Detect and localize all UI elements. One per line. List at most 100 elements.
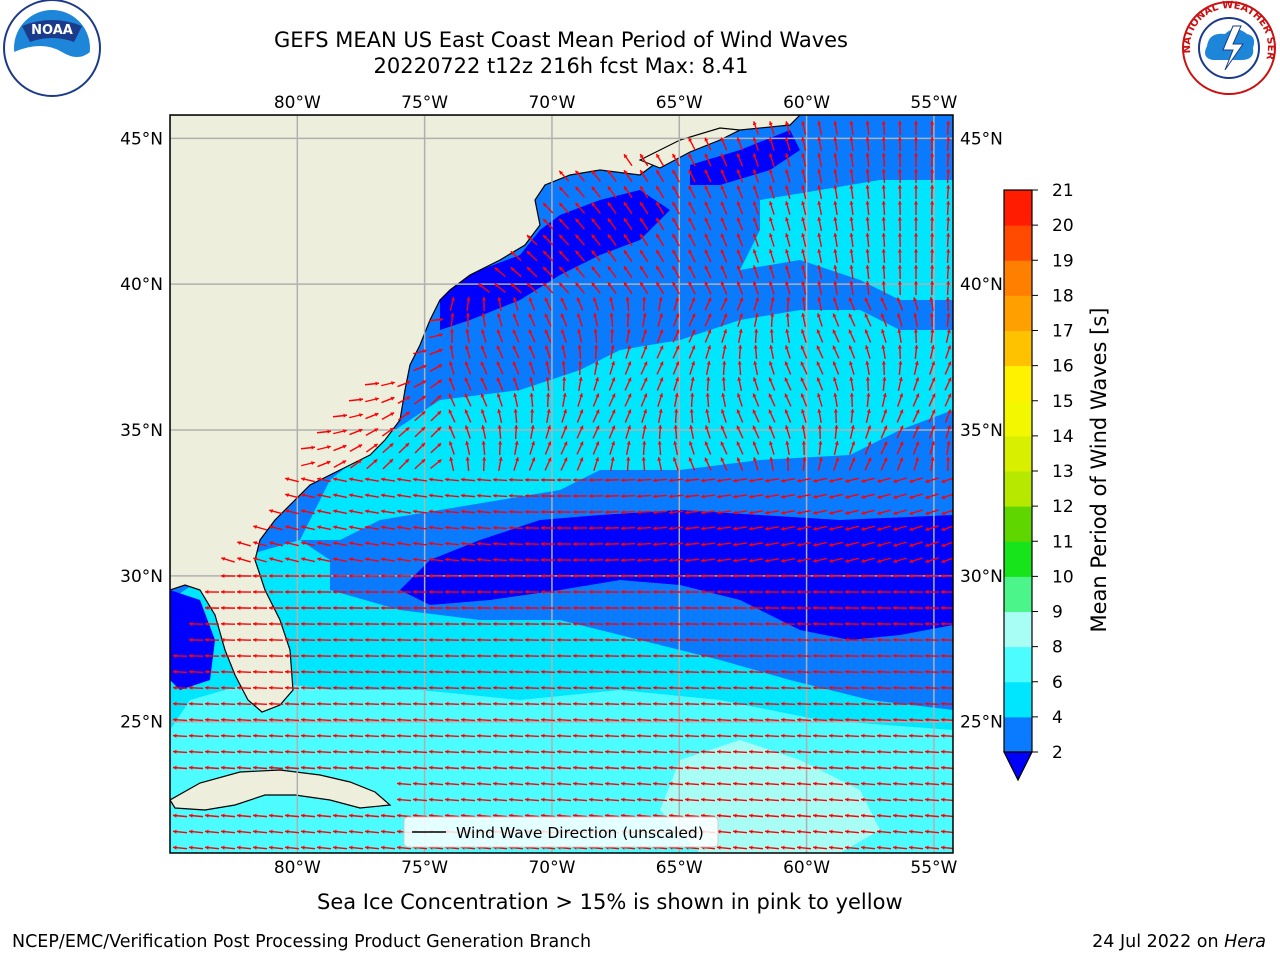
direction-arrow bbox=[496, 361, 504, 375]
direction-arrow bbox=[430, 426, 442, 438]
direction-arrow bbox=[796, 589, 812, 595]
direction-arrow bbox=[849, 152, 854, 168]
direction-arrow bbox=[641, 409, 648, 423]
direction-arrow bbox=[591, 282, 601, 294]
direction-arrow bbox=[655, 185, 665, 199]
direction-arrow bbox=[721, 344, 727, 360]
direction-arrow bbox=[704, 297, 712, 311]
direction-arrow bbox=[412, 509, 428, 514]
direction-arrow bbox=[908, 813, 924, 818]
direction-arrow bbox=[780, 749, 796, 754]
direction-arrow bbox=[881, 232, 886, 248]
direction-arrow bbox=[510, 282, 522, 294]
direction-arrow bbox=[913, 216, 919, 232]
direction-arrow bbox=[786, 296, 791, 312]
direction-arrow bbox=[556, 589, 572, 595]
direction-arrow bbox=[684, 653, 700, 658]
direction-arrow bbox=[574, 250, 586, 262]
direction-arrow bbox=[656, 345, 664, 359]
direction-arrow bbox=[896, 441, 904, 455]
direction-arrow bbox=[924, 589, 940, 595]
direction-arrow bbox=[636, 717, 652, 722]
direction-arrow bbox=[636, 701, 652, 706]
footer-date: 24 Jul 2022 on Hera bbox=[1092, 932, 1266, 952]
direction-arrow bbox=[572, 717, 588, 722]
direction-arrow bbox=[545, 425, 552, 439]
direction-arrow bbox=[574, 218, 586, 230]
direction-arrow bbox=[609, 441, 616, 455]
direction-arrow bbox=[897, 280, 902, 296]
direction-arrow bbox=[764, 765, 780, 770]
direction-arrow bbox=[652, 589, 668, 595]
colorbar-segment bbox=[1004, 225, 1032, 261]
direction-arrow bbox=[542, 282, 554, 294]
direction-arrow bbox=[524, 653, 540, 658]
direction-arrow bbox=[914, 344, 919, 360]
direction-arrow bbox=[946, 264, 951, 280]
direction-arrow bbox=[817, 217, 823, 231]
direction-arrow bbox=[833, 441, 839, 455]
direction-arrow bbox=[848, 345, 856, 359]
direction-arrow bbox=[845, 509, 859, 515]
direction-arrow bbox=[542, 234, 554, 246]
direction-arrow bbox=[688, 201, 696, 215]
direction-arrow bbox=[380, 701, 396, 706]
direction-arrow bbox=[748, 765, 764, 770]
direction-arrow bbox=[348, 589, 364, 595]
direction-arrow bbox=[300, 589, 316, 595]
direction-arrow bbox=[639, 249, 649, 263]
direction-arrow bbox=[876, 621, 892, 626]
direction-arrow bbox=[924, 685, 940, 690]
direction-arrow bbox=[172, 653, 188, 658]
direction-arrow bbox=[204, 605, 220, 611]
direction-arrow bbox=[620, 733, 636, 738]
direction-arrow bbox=[848, 297, 856, 311]
direction-arrow bbox=[607, 201, 617, 215]
direction-arrow bbox=[300, 637, 316, 642]
direction-arrow bbox=[828, 637, 844, 642]
lat-tick-label: 25°N bbox=[120, 713, 163, 733]
direction-arrow bbox=[588, 558, 604, 563]
direction-arrow bbox=[672, 329, 680, 343]
direction-arrow bbox=[512, 329, 520, 343]
direction-arrow bbox=[817, 233, 823, 247]
lat-tick-label: 45°N bbox=[120, 129, 163, 149]
direction-arrow bbox=[865, 120, 870, 136]
direction-arrow bbox=[812, 765, 828, 770]
direction-arrow bbox=[732, 765, 748, 770]
direction-arrow bbox=[812, 813, 828, 818]
direction-arrow bbox=[476, 525, 492, 530]
direction-arrow bbox=[704, 425, 711, 439]
direction-arrow bbox=[252, 701, 268, 706]
direction-arrow bbox=[604, 478, 620, 483]
direction-arrow bbox=[924, 605, 940, 611]
direction-arrow bbox=[864, 457, 872, 471]
direction-arrow bbox=[732, 653, 748, 658]
direction-arrow bbox=[690, 392, 695, 408]
direction-arrow bbox=[268, 701, 284, 706]
direction-arrow bbox=[912, 425, 920, 439]
direction-arrow bbox=[737, 328, 743, 344]
direction-arrow bbox=[380, 477, 396, 482]
direction-arrow bbox=[220, 813, 236, 818]
direction-arrow bbox=[540, 669, 556, 674]
direction-arrow bbox=[172, 765, 188, 770]
direction-arrow bbox=[738, 344, 743, 360]
direction-arrow bbox=[720, 201, 728, 215]
direction-arrow bbox=[801, 169, 807, 183]
direction-arrow bbox=[652, 621, 668, 626]
direction-arrow bbox=[913, 232, 919, 248]
direction-arrow bbox=[476, 637, 492, 642]
direction-arrow bbox=[908, 797, 924, 802]
direction-arrow bbox=[864, 313, 872, 327]
lon-tick-label: 60°W bbox=[783, 93, 830, 113]
direction-arrow bbox=[498, 456, 503, 472]
direction-arrow bbox=[716, 526, 732, 531]
direction-arrow bbox=[817, 169, 823, 183]
direction-arrow bbox=[785, 265, 791, 279]
direction-arrow bbox=[732, 845, 748, 850]
direction-arrow bbox=[481, 425, 487, 439]
direction-arrow bbox=[834, 424, 839, 440]
direction-arrow bbox=[732, 813, 748, 818]
direction-arrow bbox=[412, 797, 428, 802]
